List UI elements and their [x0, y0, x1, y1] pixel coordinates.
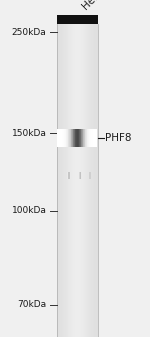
Bar [91, 24, 92, 337]
Bar [72, 129, 73, 147]
Bar [87, 129, 88, 147]
Bar [72, 24, 73, 337]
Bar [82, 129, 83, 147]
Bar [73, 24, 74, 337]
Bar [83, 24, 84, 337]
Bar [59, 129, 60, 147]
Bar [71, 129, 72, 147]
Bar [60, 129, 61, 147]
Bar [59, 24, 60, 337]
Bar [77, 24, 78, 337]
Bar [78, 129, 79, 147]
Bar [66, 24, 67, 337]
Bar [63, 24, 64, 337]
Bar [89, 24, 90, 337]
Text: 100kDa: 100kDa [12, 206, 46, 215]
Bar [67, 129, 68, 147]
Bar [83, 129, 84, 147]
Bar [73, 129, 74, 147]
Bar [78, 24, 79, 337]
Bar [66, 129, 67, 147]
Bar [96, 24, 97, 337]
Bar [85, 129, 86, 147]
Bar [92, 129, 93, 147]
Bar [82, 24, 83, 337]
Bar [61, 24, 62, 337]
Bar [61, 129, 62, 147]
Bar [64, 129, 65, 147]
Bar [94, 24, 95, 337]
Bar [62, 24, 63, 337]
Bar [75, 24, 76, 337]
Bar [97, 24, 98, 337]
Bar [58, 24, 59, 337]
Bar [60, 24, 61, 337]
Bar [86, 24, 87, 337]
Bar [57, 15, 98, 24]
Bar [86, 129, 87, 147]
Bar [77, 129, 78, 147]
Bar [93, 24, 94, 337]
Bar [95, 24, 96, 337]
Bar [65, 129, 66, 147]
Bar [85, 24, 86, 337]
Bar [88, 24, 89, 337]
Bar [65, 24, 66, 337]
Bar [63, 129, 64, 147]
Bar [80, 24, 81, 337]
Bar [68, 24, 69, 337]
Bar [57, 24, 58, 337]
Bar [84, 24, 85, 337]
Bar [91, 129, 92, 147]
Bar [68, 172, 69, 179]
Text: PHF8: PHF8 [105, 133, 132, 143]
Bar [70, 172, 71, 179]
Bar [80, 129, 81, 147]
Bar [90, 129, 91, 147]
Bar [70, 24, 71, 337]
Bar [70, 129, 71, 147]
Bar [97, 129, 98, 147]
Bar [74, 24, 75, 337]
Bar [90, 24, 91, 337]
Bar [58, 129, 59, 147]
Bar [96, 129, 97, 147]
Bar [81, 129, 82, 147]
Bar [75, 129, 76, 147]
Bar [76, 129, 77, 147]
Text: HeLa: HeLa [80, 0, 106, 12]
Bar [57, 129, 58, 147]
Text: 250kDa: 250kDa [12, 28, 46, 36]
Text: 150kDa: 150kDa [12, 129, 46, 137]
Bar [76, 129, 77, 147]
Bar [67, 24, 68, 337]
Bar [81, 24, 82, 337]
Bar [87, 24, 88, 337]
Bar [79, 24, 80, 337]
Bar [62, 129, 63, 147]
Bar [88, 129, 89, 147]
Bar [67, 172, 68, 179]
Bar [89, 129, 90, 147]
Bar [94, 129, 95, 147]
Bar [71, 24, 72, 337]
Text: 70kDa: 70kDa [17, 301, 46, 309]
Bar [69, 172, 70, 179]
Bar [69, 24, 70, 337]
Bar [79, 129, 80, 147]
Bar [74, 129, 75, 147]
Bar [84, 129, 85, 147]
Bar [92, 24, 93, 337]
Bar [93, 129, 94, 147]
Bar [64, 24, 65, 337]
Bar [69, 129, 70, 147]
Bar [76, 24, 77, 337]
